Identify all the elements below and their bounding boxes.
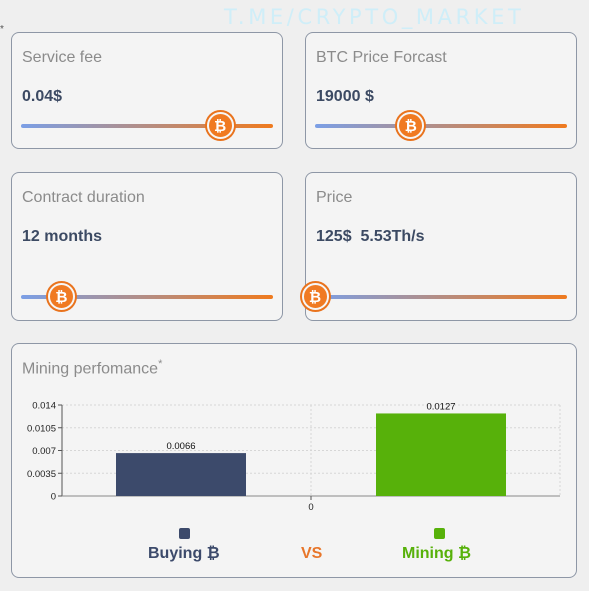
mining-performance-title: Mining perfomance* xyxy=(22,358,162,378)
service-fee-title: Service fee xyxy=(22,49,103,66)
watermark-text: T.ME/CRYPTO_MARKET xyxy=(224,5,525,29)
corner-mark: * xyxy=(0,24,4,35)
btc-forecast-value: 19000 $ xyxy=(316,88,374,105)
legend-label-buying: Buying ₿ xyxy=(148,545,220,562)
bar-mining xyxy=(376,413,506,496)
contract-duration-slider-thumb[interactable]: ₿ xyxy=(47,283,75,310)
btc-forecast-slider-thumb[interactable]: ₿ xyxy=(397,112,425,139)
y-tick-label: 0.0105 xyxy=(27,423,56,434)
price-slider-thumb[interactable]: ₿ xyxy=(301,283,329,310)
price-slider[interactable] xyxy=(315,295,567,299)
legend-label-vs: VS xyxy=(301,545,323,562)
bitcoin-icon: ₿ xyxy=(213,116,227,135)
contract-duration-slider[interactable] xyxy=(21,295,273,299)
service-fee-slider-thumb[interactable]: ₿ xyxy=(206,112,234,139)
y-tick-label: 0.0035 xyxy=(27,469,56,480)
contract-duration-title: Contract duration xyxy=(22,189,145,206)
bitcoin-icon: ₿ xyxy=(55,287,68,306)
btc-forecast-card: BTC Price Forcast 19000 $ ₿ xyxy=(305,32,577,149)
bar-value-label: 0.0127 xyxy=(426,401,455,412)
price-title: Price xyxy=(316,189,353,206)
legend-swatch-mining xyxy=(434,528,445,539)
price-card: Price 125$ 5.53Th/s ₿ xyxy=(301,172,577,321)
bitcoin-icon: ₿ xyxy=(308,287,322,306)
mining-performance-title-text: Mining perfomance xyxy=(22,360,159,378)
price-value: 125$ 5.53Th/s xyxy=(316,228,425,245)
title-asterisk: * xyxy=(158,358,163,370)
mining-performance-card: Mining perfomance* 0 0.0035 0.007 0.0105 0.0… xyxy=(11,343,577,578)
y-tick-label: 0.014 xyxy=(32,401,56,412)
service-fee-value: 0.04$ xyxy=(22,88,63,105)
bar-value-label: 0.0066 xyxy=(166,441,195,452)
btc-forecast-slider[interactable] xyxy=(315,124,567,128)
bar-buying xyxy=(116,453,246,496)
bitcoin-icon: ₿ xyxy=(404,116,417,135)
contract-duration-card: Contract duration 12 months ₿ xyxy=(11,172,283,321)
service-fee-slider[interactable] xyxy=(21,124,273,128)
mining-performance-chart: 0 0.0035 0.007 0.0105 0.014 0 0.0066 0.0127 xyxy=(27,401,561,513)
legend-swatch-buying xyxy=(179,528,190,539)
btc-forecast-title: BTC Price Forcast xyxy=(316,49,447,66)
service-fee-card: Service fee 0.04$ ₿ xyxy=(11,32,283,149)
y-tick-label: 0.007 xyxy=(32,446,56,457)
legend-label-mining: Mining ₿ xyxy=(402,545,472,562)
y-tick-label: 0 xyxy=(51,492,56,503)
contract-duration-value: 12 months xyxy=(22,228,103,245)
x-tick-label: 0 xyxy=(308,502,313,513)
